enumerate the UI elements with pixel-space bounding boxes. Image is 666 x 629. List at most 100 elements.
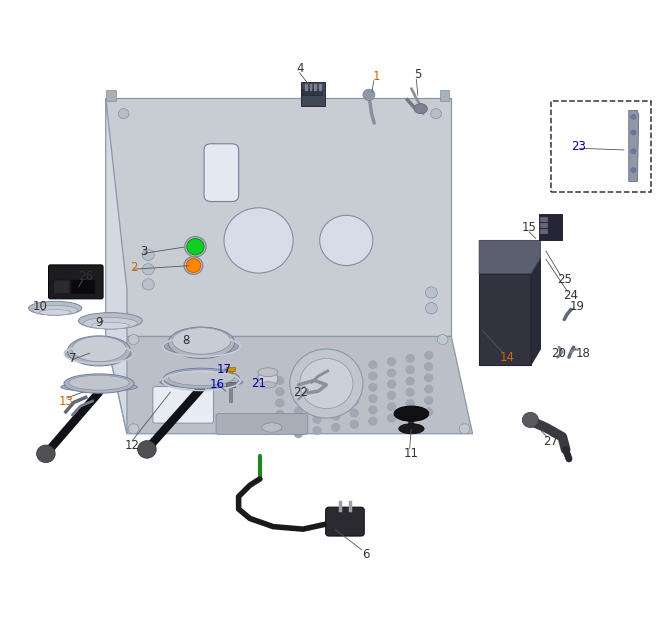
Circle shape bbox=[129, 335, 139, 345]
Circle shape bbox=[294, 408, 302, 415]
Circle shape bbox=[290, 349, 363, 418]
Text: 7: 7 bbox=[69, 352, 76, 365]
Text: 12: 12 bbox=[125, 438, 140, 452]
Circle shape bbox=[350, 398, 358, 406]
Circle shape bbox=[294, 396, 302, 404]
Circle shape bbox=[388, 392, 396, 399]
Ellipse shape bbox=[64, 374, 134, 393]
Text: 20: 20 bbox=[551, 347, 566, 360]
Ellipse shape bbox=[67, 336, 131, 366]
Circle shape bbox=[631, 130, 636, 135]
Text: 11: 11 bbox=[404, 447, 419, 460]
Text: 24: 24 bbox=[563, 289, 579, 302]
Circle shape bbox=[276, 377, 284, 384]
Polygon shape bbox=[106, 98, 452, 337]
Ellipse shape bbox=[168, 370, 234, 386]
Text: 15: 15 bbox=[521, 221, 537, 235]
Polygon shape bbox=[480, 240, 540, 274]
Text: 25: 25 bbox=[557, 274, 571, 286]
Bar bbox=[540, 216, 548, 221]
Circle shape bbox=[294, 419, 302, 426]
Circle shape bbox=[369, 372, 377, 380]
Text: 16: 16 bbox=[210, 378, 225, 391]
Ellipse shape bbox=[61, 382, 137, 391]
Text: 27: 27 bbox=[543, 435, 559, 448]
Ellipse shape bbox=[64, 344, 134, 363]
Ellipse shape bbox=[165, 336, 238, 356]
Circle shape bbox=[300, 359, 353, 409]
Bar bbox=[440, 90, 450, 101]
Text: 23: 23 bbox=[571, 140, 586, 153]
Text: 26: 26 bbox=[79, 270, 93, 283]
FancyBboxPatch shape bbox=[204, 144, 238, 201]
Polygon shape bbox=[629, 111, 639, 181]
FancyBboxPatch shape bbox=[71, 280, 95, 294]
Ellipse shape bbox=[29, 301, 82, 315]
Circle shape bbox=[406, 377, 414, 385]
Circle shape bbox=[276, 399, 284, 407]
Ellipse shape bbox=[33, 306, 78, 315]
Text: 13: 13 bbox=[59, 394, 73, 408]
Circle shape bbox=[431, 109, 442, 119]
Bar bbox=[226, 367, 235, 371]
Circle shape bbox=[138, 441, 157, 458]
Polygon shape bbox=[480, 274, 531, 365]
Circle shape bbox=[350, 409, 358, 417]
Circle shape bbox=[350, 376, 358, 383]
Circle shape bbox=[406, 389, 414, 396]
Polygon shape bbox=[106, 98, 127, 434]
Circle shape bbox=[294, 430, 302, 438]
Text: 4: 4 bbox=[296, 62, 304, 75]
FancyBboxPatch shape bbox=[326, 507, 364, 536]
Text: 14: 14 bbox=[500, 351, 515, 364]
Circle shape bbox=[313, 382, 321, 389]
Circle shape bbox=[369, 406, 377, 414]
Circle shape bbox=[369, 418, 377, 425]
Circle shape bbox=[313, 404, 321, 412]
Bar bbox=[229, 371, 232, 381]
Polygon shape bbox=[531, 258, 540, 365]
Circle shape bbox=[425, 397, 433, 404]
Circle shape bbox=[294, 385, 302, 392]
Text: 2: 2 bbox=[130, 261, 137, 274]
Circle shape bbox=[388, 403, 396, 411]
Bar bbox=[305, 84, 308, 91]
Ellipse shape bbox=[72, 337, 127, 362]
Text: 19: 19 bbox=[570, 301, 585, 313]
FancyBboxPatch shape bbox=[153, 387, 213, 423]
Circle shape bbox=[522, 413, 538, 428]
Text: 5: 5 bbox=[414, 69, 422, 81]
Bar bbox=[229, 387, 232, 403]
Polygon shape bbox=[301, 82, 325, 106]
Ellipse shape bbox=[262, 423, 282, 432]
Ellipse shape bbox=[91, 323, 129, 329]
Circle shape bbox=[425, 352, 433, 359]
Circle shape bbox=[426, 303, 438, 314]
Circle shape bbox=[350, 421, 358, 428]
Ellipse shape bbox=[79, 313, 143, 329]
Circle shape bbox=[363, 89, 375, 101]
Circle shape bbox=[143, 279, 155, 290]
Ellipse shape bbox=[172, 328, 230, 354]
Circle shape bbox=[186, 259, 200, 272]
FancyBboxPatch shape bbox=[216, 414, 308, 435]
Text: 10: 10 bbox=[33, 301, 48, 313]
Polygon shape bbox=[480, 258, 540, 274]
Ellipse shape bbox=[414, 104, 428, 114]
Circle shape bbox=[276, 388, 284, 396]
Circle shape bbox=[406, 411, 414, 419]
Circle shape bbox=[276, 422, 284, 430]
Bar bbox=[107, 90, 116, 101]
Text: 18: 18 bbox=[575, 347, 590, 360]
Ellipse shape bbox=[163, 368, 239, 389]
Circle shape bbox=[406, 400, 414, 408]
Bar bbox=[540, 229, 548, 234]
Circle shape bbox=[276, 411, 284, 418]
Circle shape bbox=[332, 390, 340, 398]
Circle shape bbox=[313, 427, 321, 435]
Ellipse shape bbox=[39, 309, 71, 315]
Bar bbox=[551, 101, 651, 192]
FancyBboxPatch shape bbox=[49, 265, 103, 299]
Circle shape bbox=[631, 168, 636, 172]
Circle shape bbox=[37, 445, 55, 462]
